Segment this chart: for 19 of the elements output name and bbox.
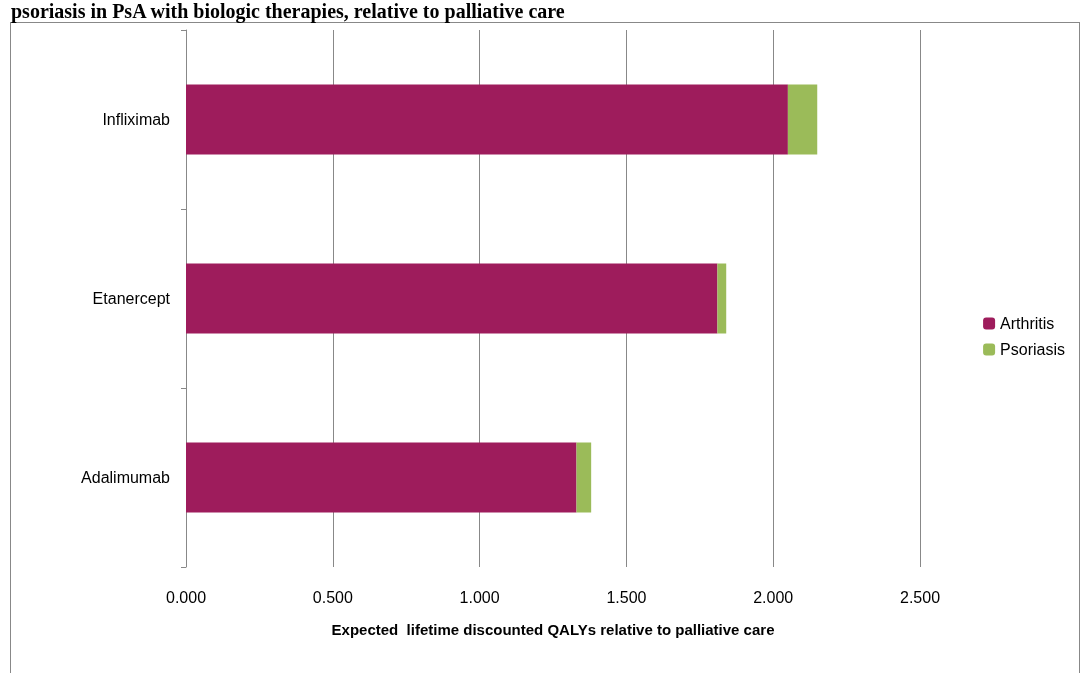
y-tick-label: Etanercept [92,290,171,307]
bar [717,263,727,334]
bar [186,263,718,334]
y-tick-label: Adalimumab [81,469,171,486]
x-axis-title: Expected lifetime discounted QALYs relative to palliative care [331,621,775,638]
legend-label: Arthritis [1000,315,1055,332]
x-tick-label: 0.000 [165,588,207,606]
y-tick-label: Infliximab [102,111,171,128]
legend-label: Psoriasis [1000,341,1065,358]
x-tick-label: 2.000 [753,588,794,606]
chart-title: psoriasis in PsA with biologic therapies, relative to palliative care [11,0,565,23]
bar [186,442,577,513]
bar [787,84,818,155]
x-tick-label: 0.500 [312,588,353,606]
x-tick-label: 2.500 [899,588,941,606]
x-tick-label: 1.500 [606,588,647,606]
bar [576,442,592,513]
bar [186,84,788,155]
x-tick-label: 1.000 [459,588,500,606]
